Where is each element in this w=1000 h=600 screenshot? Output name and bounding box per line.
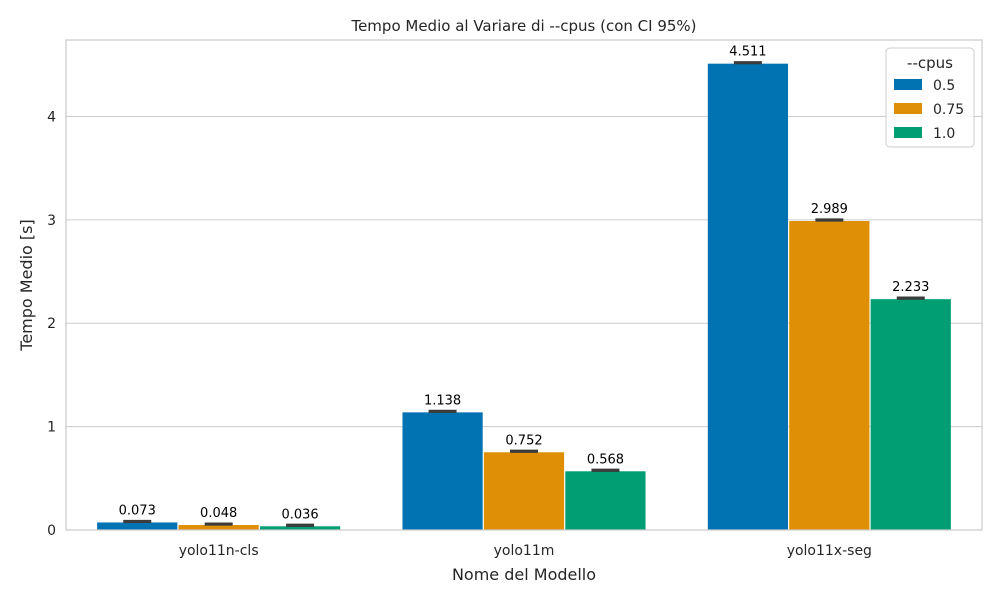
legend-label-0: 0.5	[933, 78, 955, 94]
legend-box	[885, 47, 975, 148]
bar-1-1	[483, 452, 565, 530]
bar-label-1-2: 2.989	[811, 202, 848, 217]
bar-label-0-1: 1.138	[424, 393, 461, 408]
y-tick-labels: 0 1 2 3 4	[47, 109, 56, 539]
bar-label-1-0: 0.048	[200, 506, 237, 521]
bars	[97, 63, 951, 530]
y-tick-label-3: 3	[47, 213, 56, 229]
bar-value-labels: 0.073 0.048 0.036 1.138 0.752 0.568 4.511 2.989…	[119, 45, 930, 523]
x-axis-title: Nome del Modello	[452, 565, 596, 584]
y-axis-title: Tempo Medio [s]	[17, 219, 36, 351]
bar-0-2	[707, 63, 789, 530]
legend-swatch-0	[894, 79, 922, 90]
bar-1-2	[789, 221, 870, 530]
legend: --cpus 0.5 0.75 1.0	[885, 47, 975, 148]
x-tick-label-1: yolo11m	[494, 543, 555, 559]
y-tick-label-1: 1	[47, 420, 56, 436]
bar-label-1-1: 0.752	[505, 433, 542, 448]
x-tick-labels: yolo11n-cls yolo11m yolo11x-seg	[179, 543, 872, 559]
bar-1-0	[178, 525, 259, 530]
error-bars	[123, 61, 925, 527]
y-tick-label-0: 0	[47, 523, 56, 539]
bar-label-2-1: 0.568	[587, 452, 624, 467]
legend-swatch-1	[894, 103, 922, 114]
bar-2-0	[259, 526, 341, 530]
legend-swatch-2	[894, 127, 922, 138]
bar-2-2	[870, 299, 951, 530]
bar-label-2-0: 0.036	[281, 507, 318, 522]
bar-0-1	[402, 412, 483, 530]
legend-title: --cpus	[907, 54, 953, 72]
legend-label-1: 0.75	[933, 102, 964, 118]
chart-title: Tempo Medio al Variare di --cpus (con CI…	[350, 17, 696, 35]
x-tick-label-2: yolo11x-seg	[787, 543, 872, 559]
bar-label-0-0: 0.073	[119, 503, 156, 518]
y-tick-label-4: 4	[47, 109, 56, 125]
y-tick-label-2: 2	[47, 316, 56, 332]
bar-label-2-2: 2.233	[892, 280, 929, 295]
bar-0-0	[97, 522, 178, 530]
plot-frame	[65, 39, 983, 531]
legend-label-2: 1.0	[933, 126, 955, 142]
x-tick-label-0: yolo11n-cls	[179, 543, 259, 559]
bar-label-0-2: 4.511	[729, 45, 766, 60]
bar-2-1	[565, 471, 646, 530]
